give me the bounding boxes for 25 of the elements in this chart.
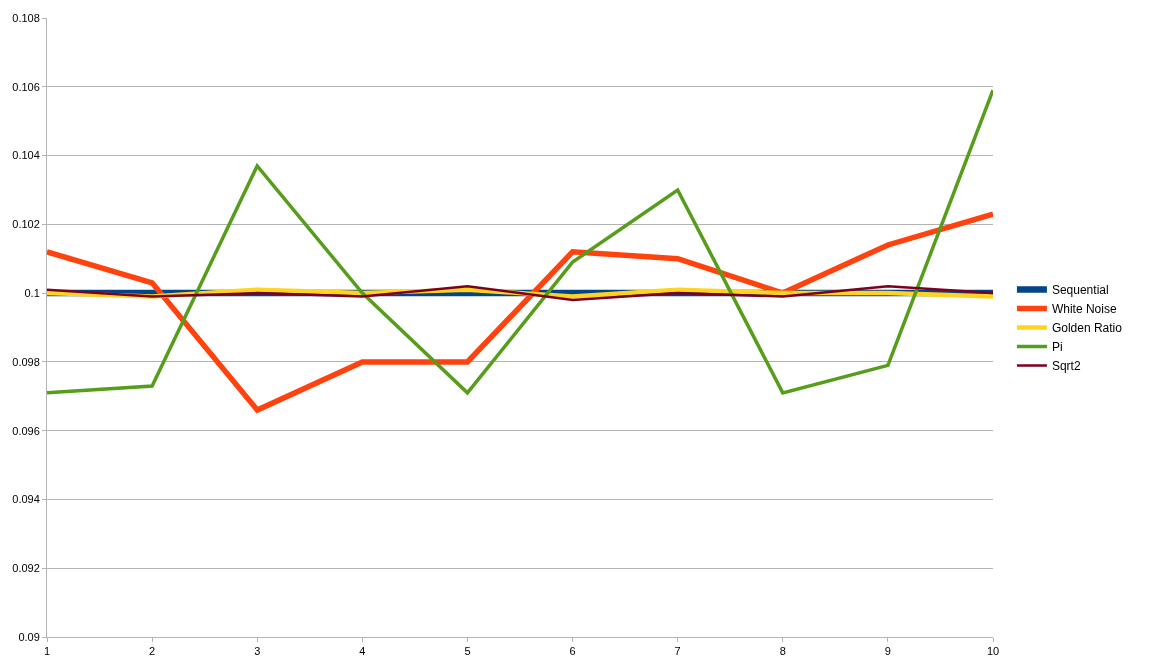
y-tick-label: 0.102 — [12, 218, 40, 231]
x-tick-label: 1 — [43, 645, 51, 658]
y-tick-label: 0.108 — [12, 11, 40, 24]
y-tick-label: 0.092 — [12, 562, 40, 575]
y-tick-label: 0.098 — [12, 355, 40, 368]
x-tick-label: 9 — [884, 645, 891, 658]
y-tick-label: 0.09 — [18, 630, 40, 643]
y-tick-label: 0.094 — [12, 493, 40, 506]
x-tick-label: 5 — [464, 645, 471, 658]
x-tick-label: 2 — [149, 645, 156, 658]
y-tick-label: 0.104 — [12, 149, 40, 162]
y-tick-label: 0.1 — [24, 286, 40, 299]
legend-label: Sqrt2 — [1051, 359, 1081, 374]
x-tick-label: 7 — [674, 645, 681, 658]
x-tick-label: 4 — [359, 645, 366, 658]
y-tick-label: 0.106 — [12, 80, 40, 93]
x-tick-label: 6 — [569, 645, 576, 658]
legend-label: Sequential — [1051, 283, 1109, 298]
x-tick-label: 3 — [254, 645, 261, 658]
legend-label: Pi — [1051, 340, 1063, 355]
x-tick-label: 10 — [986, 645, 1000, 658]
x-tick-label: 8 — [779, 645, 786, 658]
legend-label: Golden Ratio — [1051, 321, 1123, 336]
y-tick-label: 0.096 — [12, 424, 40, 437]
legend-label: White Noise — [1051, 302, 1117, 317]
